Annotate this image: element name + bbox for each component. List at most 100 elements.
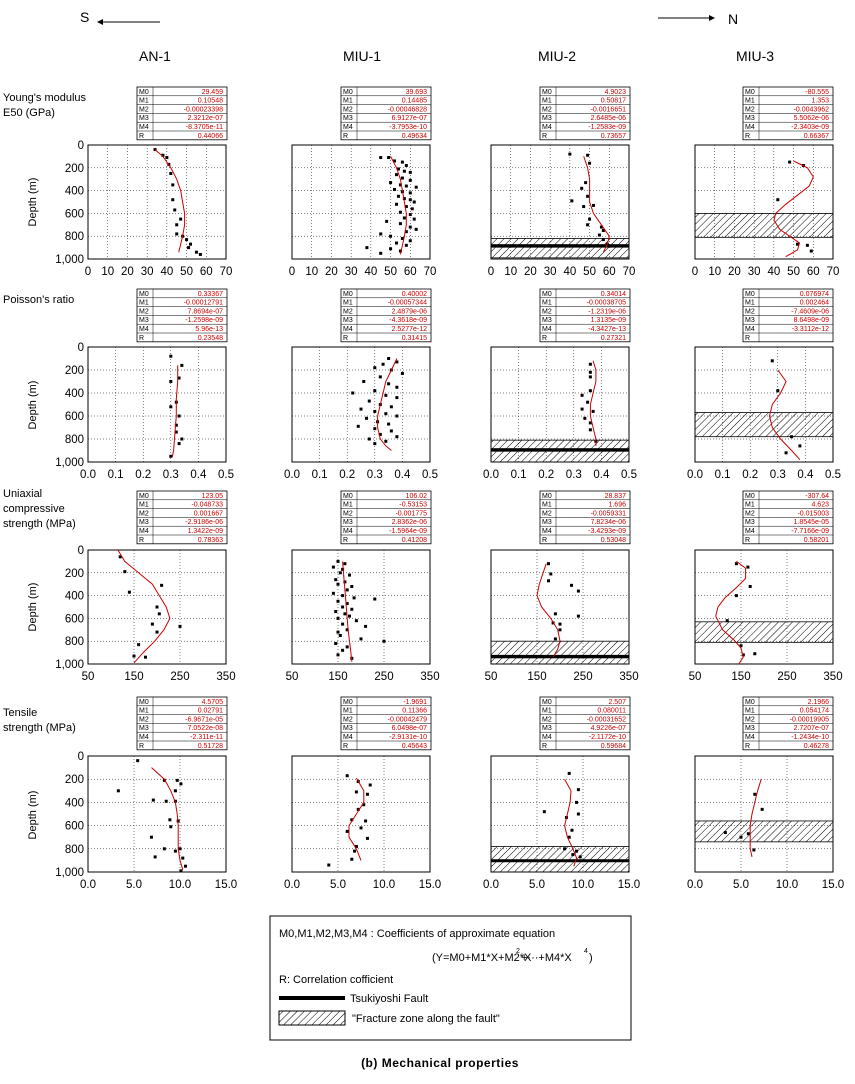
coefficient-value: 0.002464 [800, 300, 829, 307]
fracture-zone [694, 820, 834, 843]
data-point [580, 407, 584, 411]
coefficient-name: M4 [745, 326, 755, 333]
x-tick-label: 0.3 [770, 469, 786, 481]
legend-equation-exp4: 4 [584, 948, 588, 955]
x-tick-label: 250 [374, 671, 393, 683]
coefficient-table: M0 0.076974 M1 0.002464 M2 -7.4609e-06 M3 8.649… [742, 288, 834, 343]
x-tick-label: 0.5 [422, 469, 438, 481]
x-tick-label: 60 [200, 266, 213, 278]
x-tick-label: 0.0 [284, 469, 300, 481]
data-point [180, 437, 184, 441]
x-tick-label: 0.0 [483, 469, 499, 481]
data-point [178, 624, 182, 628]
row-label-ucs-line3: strength (MPa) [3, 518, 76, 530]
data-point [404, 243, 408, 247]
coefficient-value: 4.9023 [605, 89, 627, 96]
coefficient-value: 0.02791 [198, 708, 223, 715]
coefficient-table: M0 28.837 M1 1.696 M2 -0.0059331 M3 7.8234e-06 M… [539, 490, 631, 545]
data-point [180, 363, 184, 367]
data-point [570, 199, 574, 203]
y-tick-label: 0 [78, 545, 84, 557]
coefficient-table: M0 39.693 M1 0.14485 M2 -0.00046828 M3 6.9127e-… [340, 86, 432, 141]
data-point [179, 782, 183, 786]
row-label-e50-line1: Young's modulus [3, 92, 87, 104]
data-point [741, 653, 745, 657]
data-point [171, 183, 175, 187]
coefficient-value: 0.50817 [601, 98, 626, 105]
coefficient-value: -2.3403e-09 [791, 124, 829, 131]
data-point [179, 217, 183, 221]
row-label-ucs-line1: Uniaxial [3, 488, 42, 500]
coefficient-name: M2 [542, 716, 552, 723]
data-point [373, 366, 377, 370]
data-point [174, 430, 178, 434]
x-tick-label: 0.0 [284, 879, 300, 891]
data-point [348, 573, 351, 577]
coefficient-name: R [745, 537, 750, 544]
coefficient-name: M4 [343, 528, 353, 535]
coefficient-name: M1 [542, 300, 552, 307]
data-point [168, 818, 172, 822]
coefficient-name: M3 [745, 317, 755, 324]
data-point [373, 427, 377, 431]
y-tick-label: 400 [65, 388, 84, 400]
data-point [157, 612, 161, 616]
coefficient-table: M0 2.507 M1 0.080011 M2 -0.00031652 M3 4.9226e-… [539, 696, 631, 751]
data-point [379, 156, 383, 160]
x-tick-label: 30 [345, 266, 358, 278]
data-point [567, 835, 571, 839]
data-point [396, 167, 400, 171]
coefficient-value: -80.555 [805, 89, 829, 96]
coefficient-value: -1.2583e-09 [588, 124, 626, 131]
data-point [389, 247, 393, 251]
x-tick-label: 10.0 [373, 879, 395, 891]
coefficient-value: 39.693 [406, 89, 428, 96]
data-point [343, 562, 347, 566]
data-point [398, 222, 402, 226]
data-point [354, 619, 358, 623]
plot-frame [87, 549, 227, 665]
fit-curve [749, 779, 762, 858]
data-point [362, 380, 366, 383]
coefficient-name: M3 [745, 519, 755, 526]
coefficient-name: M4 [542, 326, 552, 333]
data-point [389, 234, 393, 238]
x-tick-label: 10 [305, 266, 318, 278]
coefficient-value: 28.837 [605, 493, 627, 500]
plot-frame [291, 549, 431, 665]
y-tick-label: 600 [65, 411, 84, 423]
coefficient-name: R [745, 133, 750, 140]
data-point [364, 624, 368, 628]
coefficient-value: 4.9226e-07 [591, 725, 627, 732]
coefficient-value: -1.5964e-09 [389, 528, 427, 535]
coefficient-value: 0.14485 [402, 98, 427, 105]
data-point [350, 584, 354, 588]
data-point [739, 835, 743, 839]
data-point [177, 376, 181, 380]
data-point [384, 412, 388, 416]
data-point [398, 249, 402, 253]
data-point [770, 359, 774, 363]
coefficient-value: -2.1172e-10 [589, 734, 626, 741]
data-point [394, 173, 398, 177]
data-point [350, 818, 354, 822]
fracture-zone [490, 640, 630, 665]
data-point [408, 213, 412, 217]
data-point [601, 238, 605, 242]
data-point [365, 246, 369, 250]
coefficient-name: M0 [745, 493, 755, 500]
data-point [395, 360, 399, 364]
coefficient-name: M4 [343, 124, 353, 131]
coefficient-value: -0.00031652 [587, 716, 626, 723]
data-point [169, 825, 173, 829]
data-point [753, 792, 757, 796]
coefficient-value: 0.53048 [601, 537, 626, 544]
data-point [395, 435, 399, 439]
data-point [776, 389, 780, 393]
y-tick-label: 1,000 [55, 254, 84, 266]
y-tick-label: 0 [78, 342, 84, 354]
tsukiyoshi-fault [491, 244, 629, 248]
coefficient-name: M0 [745, 89, 755, 96]
x-tick-label: 0.1 [108, 469, 124, 481]
coefficient-value: -0.048733 [191, 502, 223, 509]
